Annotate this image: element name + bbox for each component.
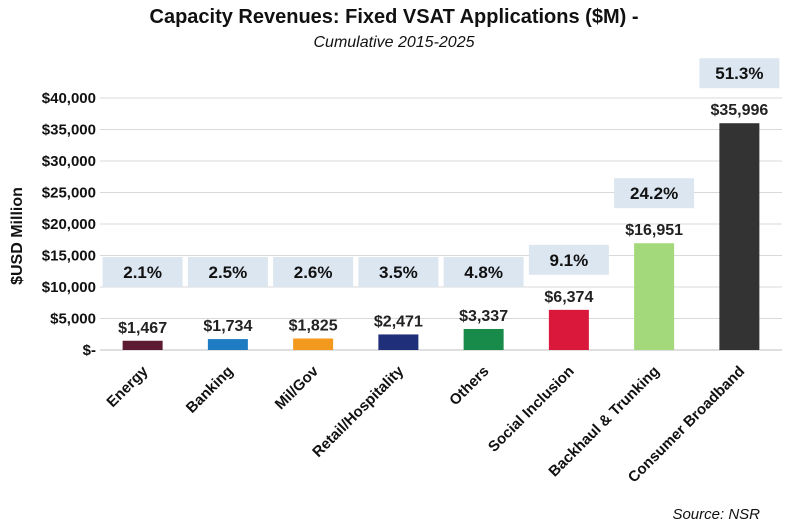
bar [293,338,334,350]
value-labels: $1,467 $1,734 $1,825 $2,471 $3,337 $6,374 $16,… [118,102,768,337]
y-tick-label: $5,000 [50,311,96,328]
percent-label-box [614,178,695,209]
percent-label: 2.5% [209,263,248,282]
value-label: $16,951 [625,222,683,239]
x-category-label: Social Inclusion [485,363,578,456]
x-category-label: Retail/Hospitality [309,362,408,461]
percent-label-box [102,257,183,287]
x-category-label: Others [446,363,492,409]
source-note: Source: NSR [672,506,760,523]
bar [634,243,675,350]
x-category-label: Mil/Gov [272,362,323,413]
value-label: $35,996 [710,102,768,119]
y-tick-label: $35,000 [42,122,96,139]
percent-label-box [699,58,780,89]
y-axis-ticks: $- $5,000 $10,000 $15,000 $20,000 $25,000 $30,… [42,90,96,359]
y-tick-label: $15,000 [42,248,96,265]
value-label: $1,734 [203,318,252,335]
value-label: $6,374 [544,289,593,306]
chart-title: Capacity Revenues: Fixed VSAT Applicatio… [149,6,639,28]
bar [122,340,163,350]
value-label: $1,825 [289,318,338,335]
y-tick-label: $- [83,342,96,359]
y-tick-label: $25,000 [42,185,96,202]
percent-label-box [528,244,609,275]
percent-label-box [273,257,354,287]
x-category-label: Banking [183,363,237,417]
percent-labels: 2.1% 2.5% 2.6% 3.5% 4.8% 9.1% 24.2% 51.3% [102,58,780,287]
bar [548,309,589,350]
percent-label: 51.3% [715,64,763,83]
percent-label: 24.2% [630,184,678,203]
y-tick-label: $10,000 [42,279,96,296]
value-label: $3,337 [459,308,508,325]
y-tick-label: $40,000 [42,90,96,107]
bar [378,334,419,350]
percent-label: 2.1% [123,263,162,282]
y-axis-label: $USD Million [9,187,26,285]
percent-label: 9.1% [550,251,589,270]
percent-label-box [358,257,439,287]
percent-label: 3.5% [379,263,418,282]
y-tick-label: $30,000 [42,153,96,170]
chart-subtitle: Cumulative 2015-2025 [313,34,475,51]
value-label: $2,471 [374,313,423,330]
bars [122,123,760,351]
x-category-label: Energy [103,362,151,410]
percent-label: 4.8% [464,263,503,282]
bar [207,339,248,350]
percent-label-box [187,257,268,287]
value-label: $1,467 [118,320,167,337]
percent-label-box [443,257,524,287]
y-tick-label: $20,000 [42,216,96,233]
percent-label: 2.6% [294,263,333,282]
bar [463,328,504,350]
bar [719,123,760,351]
